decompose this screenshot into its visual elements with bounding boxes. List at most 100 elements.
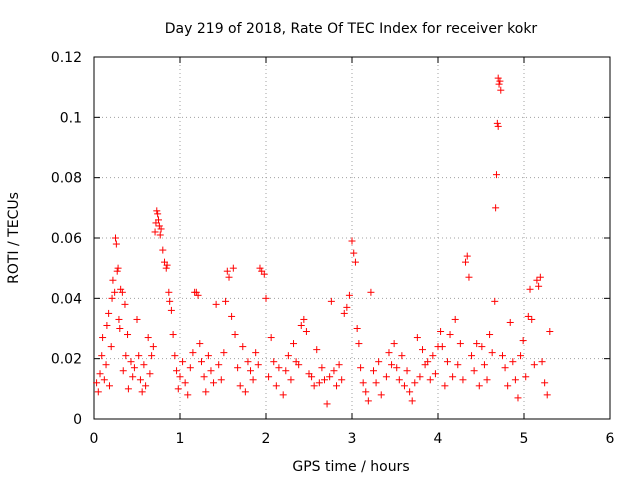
data-point	[501, 364, 509, 372]
data-point	[275, 364, 283, 372]
data-point	[522, 373, 530, 381]
data-point	[511, 376, 519, 384]
data-point	[171, 352, 179, 360]
data-point	[359, 379, 367, 387]
data-point	[260, 270, 268, 278]
data-point	[338, 376, 346, 384]
data-point	[124, 331, 132, 339]
data-point	[506, 318, 514, 326]
data-point	[136, 376, 144, 384]
data-point	[478, 343, 486, 351]
data-point	[153, 207, 161, 215]
data-point	[468, 352, 476, 360]
data-point	[196, 340, 204, 348]
data-point	[459, 376, 467, 384]
data-point	[215, 361, 223, 369]
data-point	[149, 343, 157, 351]
data-point	[272, 382, 280, 390]
data-point	[217, 376, 225, 384]
data-point	[247, 367, 255, 375]
data-point	[411, 379, 419, 387]
data-point	[99, 334, 107, 342]
data-point	[282, 367, 290, 375]
data-point	[398, 352, 406, 360]
data-point	[159, 246, 167, 254]
y-tick-label: 0.02	[51, 352, 82, 368]
data-point	[103, 321, 111, 329]
data-point	[297, 321, 305, 329]
x-tick-labels: 0 1 2 3 4 5 6	[90, 431, 615, 447]
data-point	[112, 234, 119, 242]
data-point	[192, 288, 200, 296]
axis-ticks	[93, 56, 611, 420]
data-point	[367, 288, 375, 296]
data-point	[162, 264, 170, 272]
data-point	[327, 297, 335, 305]
data-point	[429, 352, 437, 360]
data-point	[249, 376, 257, 384]
data-point	[543, 391, 551, 399]
data-point	[426, 376, 434, 384]
data-point	[107, 343, 115, 351]
data-point	[364, 397, 372, 405]
data-point	[262, 294, 270, 302]
data-point	[524, 312, 532, 320]
data-point	[382, 373, 390, 381]
data-point	[413, 334, 421, 342]
data-point	[438, 343, 446, 351]
data-point	[463, 252, 471, 260]
data-point	[169, 331, 177, 339]
data-point	[267, 334, 275, 342]
x-tick-label: 2	[262, 431, 271, 447]
data-point	[295, 361, 303, 369]
data-point	[207, 367, 215, 375]
data-point	[228, 312, 236, 320]
data-point	[173, 367, 181, 375]
data-point	[370, 367, 377, 375]
data-point	[225, 273, 233, 281]
y-tick-label: 0.06	[51, 231, 82, 247]
data-point	[113, 267, 121, 275]
data-point	[151, 228, 159, 236]
data-point	[519, 337, 527, 345]
data-point	[229, 264, 237, 272]
data-point	[454, 361, 462, 369]
data-point	[493, 119, 501, 127]
data-point	[372, 379, 380, 387]
data-point	[470, 367, 478, 375]
data-point	[94, 388, 102, 396]
data-point	[130, 364, 138, 372]
data-point	[98, 352, 106, 360]
x-tick-label: 4	[434, 431, 443, 447]
y-tick-label: 0.1	[60, 110, 82, 126]
y-axis-label: ROTI / TECUs	[6, 192, 22, 284]
data-point	[388, 361, 396, 369]
data-point	[526, 285, 534, 293]
data-point	[165, 288, 173, 296]
data-point	[509, 358, 517, 366]
data-point	[494, 122, 502, 130]
data-point	[528, 315, 536, 323]
data-point	[530, 361, 538, 369]
data-point	[202, 388, 210, 396]
data-point	[236, 382, 244, 390]
data-point	[424, 358, 432, 366]
data-point	[350, 249, 358, 257]
data-point	[333, 382, 341, 390]
data-point	[351, 258, 359, 266]
data-point	[353, 325, 361, 332]
y-tick-label: 0.04	[51, 291, 82, 307]
data-point	[144, 334, 152, 342]
data-point	[118, 288, 126, 296]
data-point	[176, 373, 184, 381]
data-point	[504, 382, 512, 390]
data-point	[212, 300, 220, 308]
data-point	[377, 391, 385, 399]
data-point	[340, 309, 348, 317]
data-point	[406, 388, 414, 396]
data-point	[393, 364, 401, 372]
data-point	[222, 297, 230, 305]
data-point	[157, 225, 165, 233]
data-point	[220, 349, 228, 357]
data-point	[114, 264, 122, 272]
